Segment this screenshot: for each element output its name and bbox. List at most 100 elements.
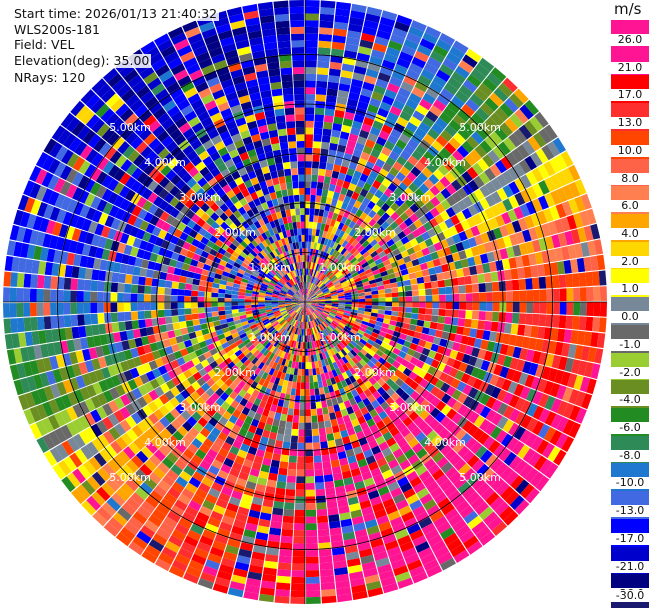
range-gate	[462, 196, 474, 208]
range-gate	[419, 194, 430, 205]
range-gate	[526, 186, 538, 201]
range-gate	[305, 503, 316, 510]
range-gate	[305, 181, 311, 188]
range-gate	[395, 171, 406, 182]
range-gate	[413, 331, 422, 339]
range-gate	[455, 241, 465, 252]
range-gate	[490, 321, 499, 332]
range-gate	[415, 270, 424, 278]
range-gate	[427, 350, 437, 359]
range-gate	[366, 235, 375, 244]
range-gate	[412, 296, 420, 302]
range-gate	[372, 302, 379, 306]
range-gate	[568, 181, 581, 198]
range-gate	[281, 529, 294, 537]
range-gate	[327, 439, 336, 448]
range-gate	[444, 171, 456, 184]
range-gate	[417, 172, 428, 183]
range-gate	[30, 274, 38, 288]
range-gate	[217, 297, 225, 302]
range-gate	[466, 135, 479, 149]
range-gate	[305, 298, 311, 302]
range-gate	[346, 168, 355, 177]
range-gate	[538, 276, 547, 289]
range-gate	[475, 126, 489, 140]
range-gate	[376, 281, 384, 287]
range-gate	[144, 285, 152, 294]
range-gate	[299, 409, 305, 417]
range-gate	[432, 75, 447, 88]
range-gate	[274, 595, 290, 604]
range-gate	[193, 324, 202, 332]
range-gate	[401, 45, 416, 57]
range-gate	[452, 293, 460, 302]
range-gate	[538, 128, 553, 144]
range-gate	[130, 302, 138, 312]
range-gate	[157, 294, 165, 302]
range-gate	[562, 387, 574, 402]
range-gate	[369, 239, 378, 247]
range-gate	[413, 219, 423, 229]
range-gate	[315, 87, 327, 95]
range-gate	[415, 104, 429, 116]
range-gate	[329, 233, 335, 241]
range-gate	[344, 43, 359, 53]
range-gate	[305, 348, 308, 356]
range-gate	[316, 188, 323, 196]
range-gate	[358, 307, 366, 312]
range-gate	[359, 229, 368, 237]
range-gate	[496, 174, 508, 188]
range-gate	[549, 205, 560, 221]
range-gate	[495, 160, 508, 174]
range-gate	[329, 311, 337, 316]
range-gate	[272, 507, 284, 516]
range-gate	[305, 299, 312, 302]
range-gate	[408, 223, 418, 233]
range-gate	[217, 302, 225, 307]
range-gate	[305, 221, 309, 229]
range-gate	[307, 255, 310, 262]
range-gate	[373, 85, 386, 95]
range-gate	[306, 583, 321, 591]
range-gate	[318, 209, 325, 217]
range-gate	[484, 167, 496, 181]
range-gate	[532, 183, 544, 198]
range-gate	[130, 284, 139, 294]
range-gate	[310, 241, 315, 249]
range-gate	[417, 283, 426, 290]
range-gate	[306, 288, 309, 296]
range-gate	[545, 314, 553, 328]
range-gate	[368, 279, 377, 285]
range-gate	[371, 305, 379, 310]
range-gate	[305, 299, 312, 302]
range-gate	[329, 312, 336, 318]
range-gate	[307, 282, 310, 289]
range-gate	[457, 127, 471, 141]
range-gate	[370, 265, 379, 272]
range-gate	[326, 239, 333, 247]
range-gate	[324, 108, 335, 117]
range-gate	[456, 326, 465, 335]
range-gate	[405, 296, 413, 302]
range-gate	[305, 456, 314, 464]
range-gate	[124, 274, 133, 284]
range-gate	[326, 433, 335, 442]
range-gate	[363, 116, 375, 127]
range-gate	[382, 95, 395, 106]
range-gate	[414, 188, 425, 199]
range-gate	[310, 395, 316, 403]
range-gate	[334, 283, 342, 289]
range-gate	[382, 162, 393, 173]
range-gate	[464, 318, 472, 328]
range-gate	[310, 269, 314, 276]
range-gate	[312, 147, 321, 156]
range-gate	[465, 284, 473, 293]
range-gate	[375, 174, 385, 184]
range-gate	[431, 308, 439, 316]
range-gate	[275, 487, 286, 496]
range-gate	[451, 191, 463, 203]
range-gate	[400, 328, 409, 335]
range-gate	[484, 272, 492, 283]
range-gate	[359, 188, 369, 198]
range-gate	[285, 421, 293, 429]
